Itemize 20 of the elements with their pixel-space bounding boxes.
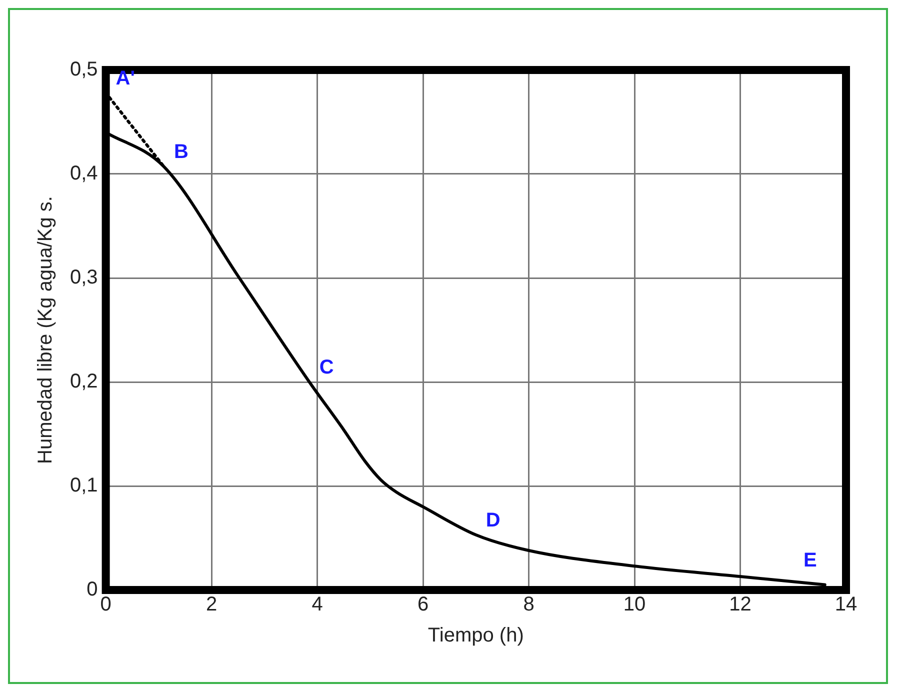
annotation: D: [486, 509, 500, 532]
annotation: B: [174, 141, 188, 164]
x-tick-label: 6: [417, 594, 429, 616]
x-axis-title: Tiempo (h): [428, 624, 524, 647]
y-tick-label: 0,5: [70, 58, 98, 81]
annotation: A': [116, 67, 136, 90]
x-tick-label: 2: [206, 594, 218, 616]
y-tick-label: 0,2: [70, 370, 98, 393]
y-tick-label: 0,1: [70, 474, 98, 497]
annotation: E: [804, 549, 817, 572]
x-tick-label: 14: [834, 594, 858, 616]
y-tick-label: 0,4: [70, 162, 98, 185]
x-tick-label: 8: [523, 594, 534, 616]
x-tick-label: 12: [729, 594, 752, 616]
y-axis-title: Humedad libre (Kg agua/Kg s.: [34, 196, 57, 464]
x-tick-label: 10: [623, 594, 646, 616]
annotation: C: [319, 356, 334, 379]
x-tick-label: 4: [312, 594, 323, 616]
y-tick-label: 0: [86, 578, 98, 601]
y-tick-label: 0,3: [70, 266, 98, 289]
